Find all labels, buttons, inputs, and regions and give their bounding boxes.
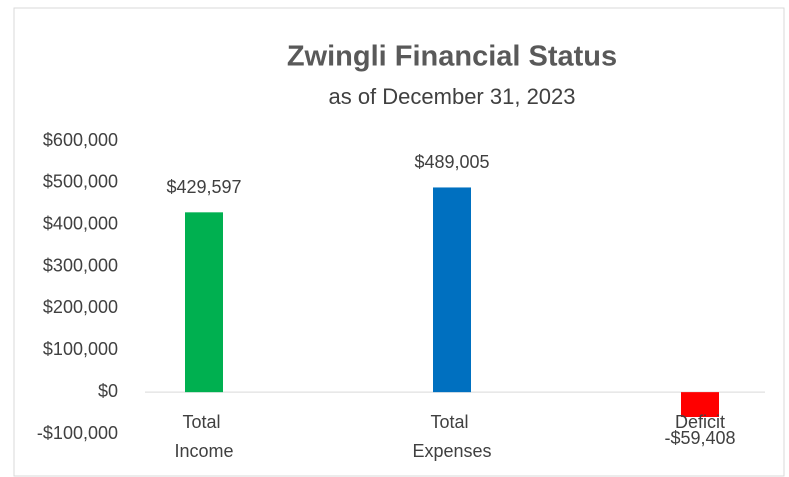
y-tick-label: $500,000 [43, 172, 118, 192]
y-tick-label: $0 [98, 381, 118, 401]
x-tick-label: Total Expenses [412, 412, 491, 461]
bar [185, 212, 223, 393]
y-tick-label: $100,000 [43, 339, 118, 359]
data-label: $429,597 [166, 177, 241, 197]
y-tick-label: $300,000 [43, 255, 118, 275]
y-tick-label: -$100,000 [37, 423, 118, 443]
bar [681, 392, 719, 418]
data-label: -$59,408 [664, 428, 735, 448]
y-tick-label: $600,000 [43, 130, 118, 150]
y-tick-label: $200,000 [43, 297, 118, 317]
x-tick-label: Deficit [675, 412, 725, 432]
x-tick-label: Total Income [174, 412, 233, 461]
chart-border [13, 7, 785, 477]
chart-subtitle: as of December 31, 2023 [328, 84, 575, 109]
chart-title: Zwingli Financial Status [287, 41, 617, 73]
bar [433, 187, 471, 393]
data-label: $489,005 [414, 152, 489, 172]
y-tick-label: $400,000 [43, 213, 118, 233]
